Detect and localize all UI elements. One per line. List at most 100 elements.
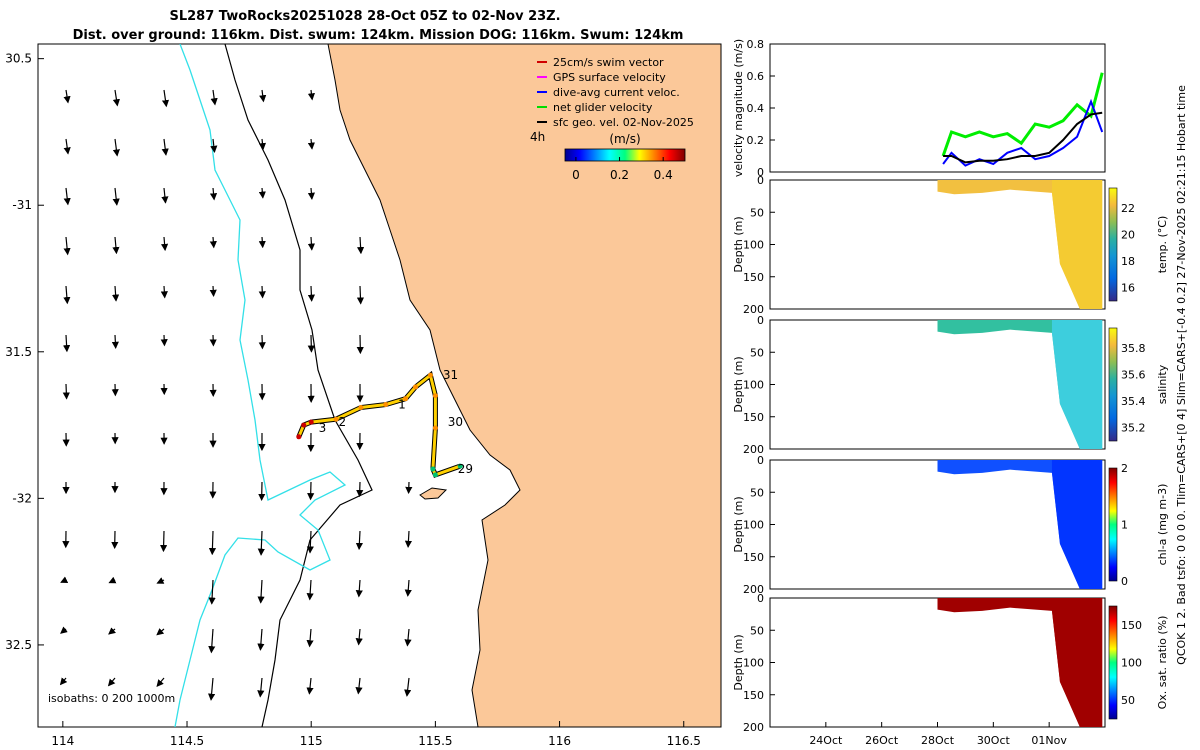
profile-ytick-label: 150: [743, 689, 764, 702]
profile-ytick-label: 100: [743, 657, 764, 670]
track-day-label: 31: [443, 368, 458, 382]
current-vector: [161, 138, 169, 156]
track-point: [432, 393, 438, 399]
profile-offshore: [1051, 460, 1103, 589]
current-vector: [112, 236, 120, 255]
current-vector: [307, 285, 315, 302]
profile-ytick-label: 150: [743, 551, 764, 564]
velocity-series-line: [941, 72, 1104, 157]
velocity-panel: 0 0.2 0.4 0.6 0.8 velocity magnitude (m/s): [732, 38, 1106, 179]
track-point: [296, 434, 302, 440]
current-vector: [258, 138, 267, 151]
map-xtick-label: 116: [548, 734, 571, 748]
current-vector: [257, 530, 265, 556]
profile-offshore: [1051, 320, 1103, 449]
current-vectors: [59, 89, 458, 727]
current-vector: [404, 579, 412, 597]
colorbar-tick-label: 2: [1121, 462, 1128, 475]
current-vector: [108, 627, 116, 635]
profile-ytick-label: 100: [743, 519, 764, 532]
time-axis: 24Oct 26Oct 28Oct 30Oct 01Nov: [809, 722, 1067, 747]
profile-frame: [769, 179, 1106, 310]
colorbar-tick-label: 16: [1121, 282, 1135, 295]
colorbar-tick-label: 35.2: [1121, 422, 1146, 435]
legend-label: GPS surface velocity: [553, 71, 666, 84]
colorbar-tick-label: 0: [1121, 575, 1128, 588]
current-vector: [306, 677, 314, 695]
current-vector: [112, 138, 120, 157]
colorbar-tick-label: 35.6: [1121, 369, 1146, 382]
current-vector: [63, 187, 71, 206]
current-vector: [306, 628, 314, 648]
colorbar-tick-label: 35.4: [1121, 395, 1146, 408]
colorbar-tick-label: 100: [1121, 657, 1142, 670]
colorbar-tick-label: 150: [1121, 619, 1142, 632]
current-vector: [208, 677, 216, 701]
current-vector: [59, 677, 68, 686]
time-tick-label: 24Oct: [809, 734, 843, 747]
profile-ytick-label: 200: [743, 583, 764, 596]
colorbar-label: chl-a (mg m-3): [1156, 484, 1169, 566]
track-point: [301, 422, 307, 428]
profile-ytick-label: 0: [757, 174, 764, 187]
current-vector: [156, 577, 165, 584]
current-vector: [307, 89, 315, 101]
current-vector: [114, 726, 115, 727]
current-vector: [356, 236, 365, 255]
legend-time-label: 4h: [530, 130, 545, 144]
profile-ytick-label: 50: [750, 486, 764, 499]
current-vector: [355, 530, 363, 551]
current-vector: [107, 677, 116, 687]
track-point: [358, 404, 364, 410]
current-vector: [62, 383, 70, 400]
colorbar-tick-label: 18: [1121, 255, 1135, 268]
side-annotation: QCOK 1 2. Bad tsfo: 0 0 0 0. Tlim=CARS+[…: [1175, 85, 1188, 665]
current-vector: [258, 285, 266, 299]
current-vector: [160, 530, 168, 553]
profile-ytick-label: 0: [757, 314, 764, 327]
current-vector: [307, 236, 316, 251]
current-vector: [63, 236, 71, 256]
current-vector: [160, 285, 168, 299]
profile-ytick-label: 200: [743, 303, 764, 316]
map-xtick-label: 114: [51, 734, 74, 748]
current-vector: [209, 285, 217, 298]
profile-frame: [769, 459, 1106, 590]
colorbar-tick-label: 0.4: [654, 168, 673, 182]
profile-ytick-label: 100: [743, 239, 764, 252]
profile-offshore: [1051, 180, 1103, 309]
profile-colorbar: [1108, 327, 1118, 442]
isobath-1000m: [174, 44, 347, 727]
track-day-label: 29: [458, 462, 473, 476]
current-vector: [257, 579, 265, 604]
colorbar-label: salinity: [1156, 364, 1169, 404]
profile-frame: [769, 319, 1106, 450]
profile-ytick-label: 50: [750, 624, 764, 637]
legend-label: sfc geo. vel. 02-Nov-2025: [553, 116, 694, 129]
legend-label: dive-avg current veloc.: [553, 86, 680, 99]
current-vector: [306, 579, 314, 601]
current-vector: [209, 236, 217, 249]
map-ytick-label: -31: [12, 198, 32, 212]
profile-ytick-label: 0: [757, 592, 764, 605]
colorbar-tick-label: 50: [1121, 694, 1135, 707]
profile-ytick-label: 50: [750, 346, 764, 359]
current-vector: [208, 628, 216, 654]
track-point: [383, 402, 389, 408]
profile-panel-chla: 0 50 100 150 200 Depth (m) 0 1 2 chl-a (mg m-3): [732, 454, 1169, 596]
velocity-series-line: [942, 98, 1104, 167]
profile-panel-oxygen: 0 50 100 150 200 Depth (m) 50 100 150 Ox. sat. ra…: [732, 592, 1169, 734]
velocity-ytick-label: 0: [757, 166, 764, 179]
current-vector: [163, 726, 164, 727]
current-vector: [212, 726, 213, 727]
track-point: [403, 396, 409, 402]
current-vector: [306, 530, 314, 554]
track-point: [333, 416, 339, 422]
map-ytick-label: 31.5: [5, 345, 32, 359]
map-xtick-label: 115.5: [418, 734, 452, 748]
velocity-ytick-label: 0.8: [747, 38, 765, 51]
colorbar-label: temp. (°C): [1156, 216, 1169, 274]
current-vector: [112, 285, 120, 302]
track-day-label: 2: [339, 415, 347, 429]
